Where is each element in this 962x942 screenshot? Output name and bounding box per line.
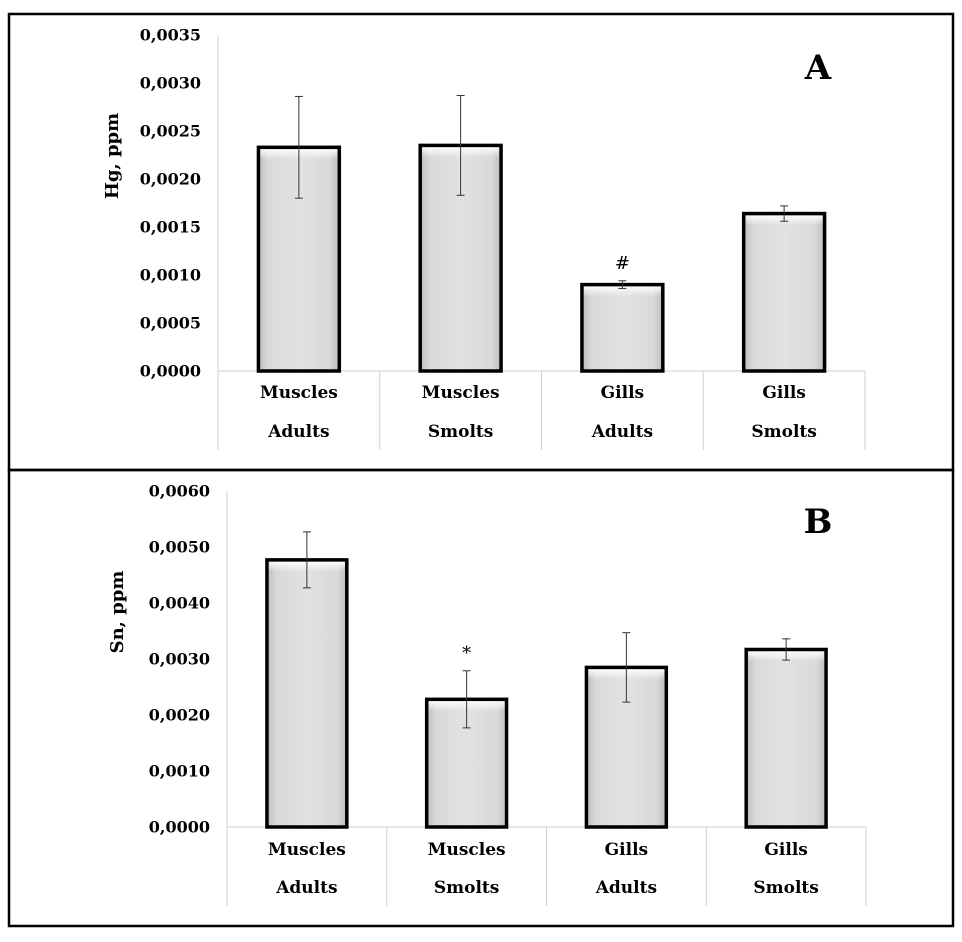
panel-a-y-tick-label: 0,0020 <box>140 170 201 189</box>
panel-a-category-label-tissue: Muscles <box>260 383 338 403</box>
panel-b-letter: B <box>804 502 833 542</box>
panel-a-y-tick-label: 0,0035 <box>140 26 201 45</box>
panel-a-y-tick-label: 0,0010 <box>140 266 201 285</box>
panel-b-significance-marker: * <box>462 643 471 664</box>
panel-b-bar <box>744 647 828 829</box>
panel-a-letter: A <box>804 48 832 88</box>
panel-a-y-tick-label: 0,0005 <box>140 314 201 333</box>
panel-b-y-tick-label: 0,0000 <box>149 818 210 837</box>
panel-b-category-label-group: Adults <box>275 878 337 898</box>
panel-a-bar-highlight <box>583 286 661 297</box>
panel-b-y-tick-label: 0,0060 <box>149 482 210 501</box>
panel-a-y-tick-label: 0,0000 <box>140 362 201 381</box>
panel-b-y-tick-label: 0,0010 <box>149 762 210 781</box>
panel-a-significance-marker: # <box>615 253 630 274</box>
panel-a-category-label-group: Adults <box>267 422 329 442</box>
panel-b-y-tick-label: 0,0020 <box>149 706 210 725</box>
panel-a-category-label-group: Smolts <box>751 422 817 442</box>
panel-b-category-label-group: Adults <box>595 878 657 898</box>
panel-a-y-axis-title: Hg, ppm <box>102 113 123 199</box>
panel-b-y-tick-label: 0,0040 <box>149 594 210 613</box>
panel-b-chart: Sn, ppm B 0,0000 0,0010 0,0020 0,0030 0,0040… <box>7 468 955 928</box>
panel-b-y-tick-label: 0,0050 <box>149 538 210 557</box>
panel-a-category-label-tissue: Muscles <box>422 383 500 403</box>
panel-b-category-label-tissue: Muscles <box>428 840 506 860</box>
panel-b-y-tick-label: 0,0030 <box>149 650 210 669</box>
panel-b-frame <box>7 468 955 928</box>
panel-b-category-label-tissue: Gills <box>605 840 648 860</box>
panel-a-y-tick-label: 0,0015 <box>140 218 201 237</box>
panel-b-category-label-tissue: Muscles <box>268 840 346 860</box>
panel-b-category-label-group: Smolts <box>434 878 500 898</box>
panel-a-category-label-group: Adults <box>591 422 653 442</box>
panel-a-category-label-tissue: Gills <box>762 383 805 403</box>
panel-a-chart: Hg, ppm A 0,0000 0,0005 0,0010 0,0015 0,0020… <box>7 12 955 472</box>
panel-a-category-label-tissue: Gills <box>601 383 644 403</box>
panel-b-category-label-tissue: Gills <box>764 840 807 860</box>
panel-a-bar <box>580 282 665 373</box>
panel-b-y-axis-title: Sn, ppm <box>107 571 128 654</box>
panel-a-bar <box>741 211 827 373</box>
panel-b-category-label-group: Smolts <box>753 878 819 898</box>
panel-a-y-tick-label: 0,0030 <box>140 74 201 93</box>
panel-a-y-tick-label: 0,0025 <box>140 122 201 141</box>
panel-b-bar <box>265 558 349 829</box>
panel-a-category-label-group: Smolts <box>428 422 494 442</box>
